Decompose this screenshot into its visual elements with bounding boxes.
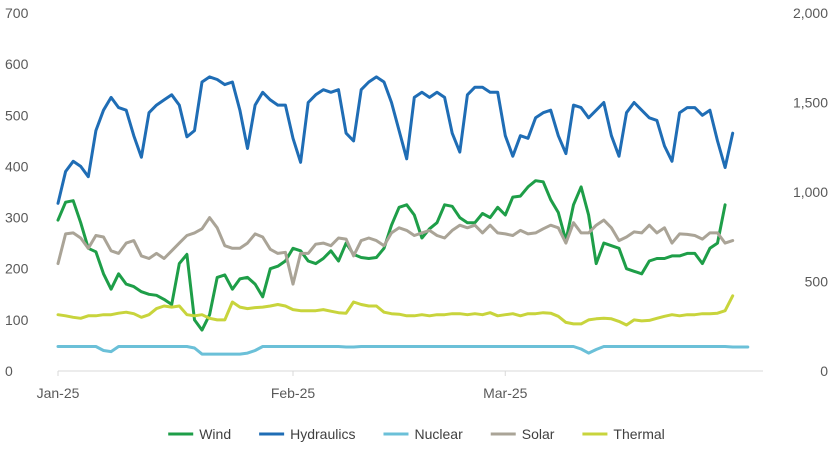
left-y-tick-label: 200 [5, 261, 29, 277]
x-tick-label: Jan-25 [37, 385, 80, 401]
left-y-tick-label: 400 [5, 158, 29, 174]
legend-item-nuclear: Nuclear [383, 426, 463, 442]
legend-item-hydraulics: Hydraulics [259, 426, 355, 442]
series-line-hydraulics [56, 75, 735, 205]
legend-label: Wind [199, 426, 231, 442]
left-y-tick-label: 600 [5, 56, 29, 72]
left-y-tick-label: 300 [5, 210, 29, 226]
legend-label: Hydraulics [290, 426, 355, 442]
legend-item-wind: Wind [168, 426, 231, 442]
left-y-tick-label: 500 [5, 107, 29, 123]
left-y-tick-label: 0 [5, 363, 13, 379]
legend-item-solar: Solar [490, 426, 555, 442]
legend-label: Solar [522, 426, 555, 442]
right-y-tick-label: 1,500 [793, 95, 828, 111]
legend-label: Nuclear [414, 426, 463, 442]
right-y-tick-label: 500 [805, 274, 829, 290]
series-line-solar [56, 216, 735, 286]
left-y-tick-label: 100 [5, 312, 29, 328]
legend: Wind Hydraulics Nuclear Solar Thermal [168, 426, 665, 442]
x-tick-label: Feb-25 [271, 385, 316, 401]
left-y-tick-label: 700 [5, 5, 29, 21]
series-line-nuclear [56, 345, 750, 356]
legend-label: Thermal [613, 426, 664, 442]
series-line-thermal [56, 294, 735, 327]
right-y-axis: 0 500 1,000 1,500 2,000 [793, 5, 828, 379]
series-line-wind [56, 179, 727, 332]
right-y-tick-label: 0 [820, 363, 828, 379]
legend-item-thermal: Thermal [582, 426, 665, 442]
x-axis-ticks: Jan-25 Feb-25 Mar-25 [37, 371, 528, 401]
x-tick-label: Mar-25 [483, 385, 528, 401]
left-y-axis: 0 100 200 300 400 500 600 700 [5, 5, 29, 379]
series-layer [56, 75, 750, 356]
right-y-tick-label: 2,000 [793, 5, 828, 21]
right-y-tick-label: 1,000 [793, 184, 828, 200]
